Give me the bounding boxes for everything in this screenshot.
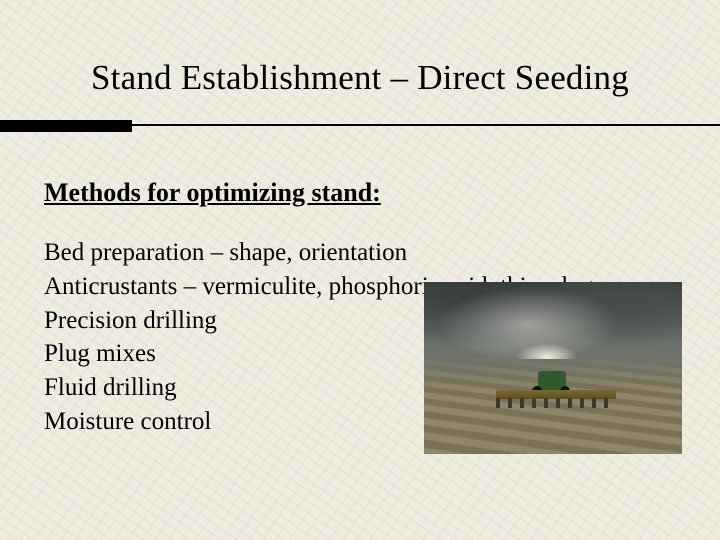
rule-thin	[132, 124, 720, 126]
slide-title: Stand Establishment – Direct Seeding	[0, 58, 720, 98]
subheading: Methods for optimizing stand:	[44, 178, 680, 208]
photo-implement	[496, 390, 616, 399]
title-block: Stand Establishment – Direct Seeding	[0, 58, 720, 132]
rule-thick	[0, 120, 132, 132]
list-item: Bed preparation – shape, orientation	[44, 236, 680, 270]
title-rule	[0, 118, 720, 132]
field-photo	[424, 282, 682, 454]
